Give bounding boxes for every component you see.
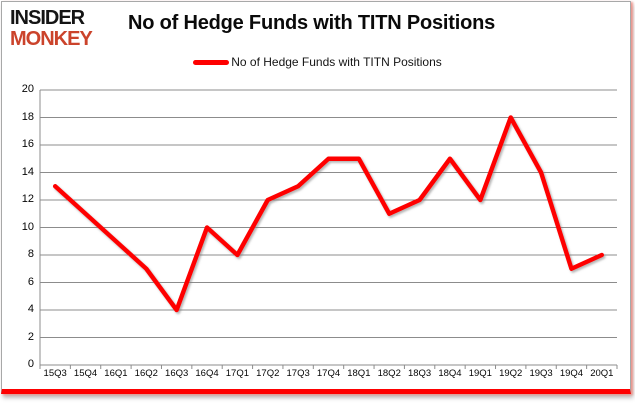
y-tick-label: 4: [27, 303, 34, 315]
logo-insider-text: INSIDER: [10, 7, 85, 29]
data-series-line: [52, 115, 605, 313]
x-tick-label: 18Q4: [438, 368, 462, 379]
x-tick-label: 19Q2: [499, 368, 523, 379]
x-tick-label: 17Q3: [286, 368, 310, 379]
x-tick-label: 18Q1: [347, 368, 371, 379]
x-tick-label: 20Q1: [590, 368, 614, 379]
y-tick-label: 18: [21, 110, 34, 123]
x-tick-label: 19Q3: [529, 368, 553, 379]
y-tick-label: 10: [21, 220, 34, 233]
x-tick-label: 17Q2: [256, 368, 280, 379]
x-tick-label: 16Q2: [134, 368, 158, 379]
x-tick-label: 15Q3: [43, 368, 67, 379]
y-tick-label: 8: [27, 248, 34, 260]
x-tick-label: 15Q4: [73, 368, 98, 379]
x-tick-label: 16Q3: [165, 368, 189, 379]
y-tick-label: 0: [27, 358, 34, 370]
insider-monkey-logo: INSIDER MONKEY: [10, 7, 93, 50]
legend-label: No of Hedge Funds with TITN Positions: [231, 55, 442, 69]
y-tick-label: 16: [21, 138, 34, 150]
legend-line-swatch: [193, 59, 230, 65]
x-tick-label: 17Q4: [316, 368, 341, 379]
y-tick-label: 6: [27, 275, 34, 288]
logo-monkey-text: MONKEY: [10, 28, 93, 50]
y-tick-label: 12: [21, 193, 34, 205]
legend: No of Hedge Funds with TITN Positions: [0, 55, 635, 69]
chart-title: No of Hedge Funds with TITN Positions: [128, 12, 496, 34]
x-tick-label: 19Q1: [468, 368, 492, 379]
x-tick-label: 16Q4: [195, 368, 219, 379]
y-tick-label: 20: [21, 83, 34, 95]
x-tick-label: 18Q3: [407, 368, 432, 379]
x-tick-label: 16Q1: [104, 368, 128, 379]
x-tick-label: 18Q2: [377, 368, 401, 379]
y-tick-label: 14: [21, 165, 34, 178]
y-tick-label: 2: [27, 330, 34, 343]
x-tick-label: 17Q1: [225, 368, 250, 379]
x-tick-label: 19Q4: [559, 368, 584, 379]
